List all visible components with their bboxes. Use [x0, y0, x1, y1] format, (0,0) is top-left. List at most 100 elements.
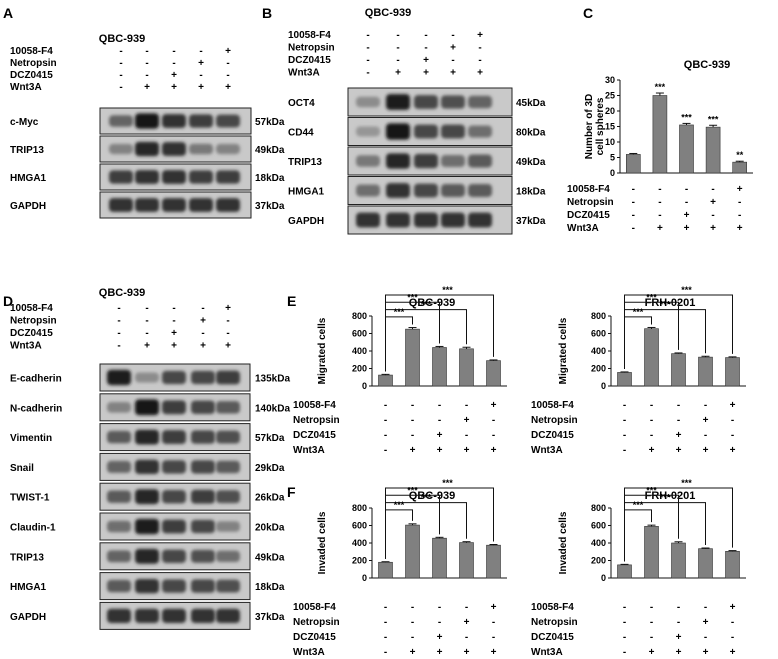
treatment-label: Wnt3A — [531, 445, 563, 456]
treatment-sign: + — [477, 68, 483, 79]
treatment-sign: - — [172, 58, 175, 69]
treatment-sign: - — [451, 30, 454, 41]
treatment-sign: + — [464, 647, 470, 658]
treatment-label: DCZ0415 — [10, 328, 53, 339]
treatment-sign: + — [144, 341, 150, 352]
bar — [725, 357, 740, 387]
treatment-sign: - — [632, 223, 635, 234]
blot-band — [135, 429, 159, 445]
blot-band — [386, 94, 410, 110]
treatment-sign: - — [731, 415, 734, 426]
treatment-sign: - — [623, 415, 626, 426]
blot-band — [414, 183, 438, 198]
molecular-weight: 37kDa — [255, 201, 285, 212]
treatment-sign: - — [199, 70, 202, 81]
treatment-sign: - — [704, 632, 707, 643]
treatment-label: Netropsin — [567, 197, 614, 208]
protein-label: TWIST-1 — [10, 493, 50, 504]
blot-band — [441, 124, 465, 139]
significance-label: *** — [681, 285, 692, 295]
treatment-sign: - — [632, 184, 635, 195]
treatment-label: 10058-F4 — [288, 30, 331, 41]
blot-band — [135, 608, 159, 624]
treatment-sign: + — [198, 58, 204, 69]
blot-row: HMGA1 18kDa — [10, 163, 285, 191]
treatment-sign: - — [199, 46, 202, 57]
blot-row: HMGA1 18kDa — [288, 176, 546, 205]
chart-title: FRH-0201 — [645, 490, 696, 502]
treatment-sign: - — [658, 184, 661, 195]
blot-band — [191, 579, 215, 593]
treatment-sign: + — [676, 632, 682, 643]
blot-row: E-cadherin 135kDa — [10, 363, 290, 392]
significance-label: *** — [633, 500, 644, 510]
molecular-weight: 45kDa — [516, 98, 546, 109]
blot-band — [135, 399, 159, 416]
blot-band — [216, 579, 240, 593]
panel-title: QBC-939 — [365, 7, 411, 19]
treatment-sign: - — [384, 617, 387, 628]
blot-band — [386, 153, 410, 169]
treatment-sign: - — [119, 46, 122, 57]
molecular-weight: 26kDa — [255, 493, 285, 504]
treatment-sign: + — [225, 341, 231, 352]
blot-row: Vimentin 57kDa — [10, 423, 285, 452]
blot-band — [135, 372, 159, 383]
y-axis-label: Number of 3D — [584, 94, 595, 160]
blot-band — [191, 370, 215, 385]
treatment-sign: - — [632, 197, 635, 208]
treatment-sign: - — [117, 328, 120, 339]
blot-band — [162, 460, 186, 474]
treatment-sign: + — [649, 647, 655, 658]
significance-label: *** — [407, 292, 418, 302]
treatment-sign: - — [438, 415, 441, 426]
treatment-label: 10058-F4 — [293, 400, 336, 411]
treatment-label: Netropsin — [293, 415, 340, 426]
treatment-sign: - — [623, 602, 626, 613]
blot-band — [191, 430, 215, 444]
blot-band — [135, 518, 159, 535]
blot-band — [135, 141, 159, 157]
treatment-sign: - — [172, 46, 175, 57]
blot-band — [162, 370, 186, 385]
significance-label: *** — [442, 285, 453, 295]
panel-letter: F — [287, 484, 296, 500]
blot-band — [386, 212, 410, 228]
blot-band — [468, 154, 492, 168]
significance-label: *** — [394, 307, 405, 317]
blot-band — [386, 123, 410, 140]
y-tick-label: 200 — [352, 556, 367, 566]
chart-title: QBC-939 — [409, 297, 455, 309]
treatment-sign: - — [366, 55, 369, 66]
blot-band — [216, 170, 240, 184]
protein-label: Claudin-1 — [10, 523, 56, 534]
treatment-sign: + — [198, 82, 204, 93]
blot-band — [135, 578, 159, 594]
treatment-sign: - — [172, 303, 175, 314]
significance-bracket — [624, 316, 652, 369]
blot-band — [189, 198, 213, 212]
treatment-label: DCZ0415 — [531, 430, 574, 441]
blot-band — [468, 125, 492, 138]
treatment-sign: - — [226, 58, 229, 69]
y-tick-label: 5 — [610, 153, 615, 163]
molecular-weight: 37kDa — [255, 612, 285, 623]
treatment-label: Netropsin — [288, 43, 335, 54]
blot-row: OCT4 45kDa — [288, 87, 546, 117]
panel-title: QBC-939 — [99, 287, 145, 299]
blot-band — [468, 95, 492, 109]
treatment-label: 10058-F4 — [293, 602, 336, 613]
treatment-sign: - — [465, 632, 468, 643]
treatment-sign: + — [225, 46, 231, 57]
treatment-sign: + — [410, 445, 416, 456]
y-tick-label: 0 — [610, 168, 615, 178]
treatment-sign: + — [730, 445, 736, 456]
blot-band — [356, 184, 380, 197]
blot-band — [135, 113, 159, 129]
significance-label: *** — [633, 307, 644, 317]
blot-band — [386, 183, 410, 198]
bar — [705, 126, 721, 174]
